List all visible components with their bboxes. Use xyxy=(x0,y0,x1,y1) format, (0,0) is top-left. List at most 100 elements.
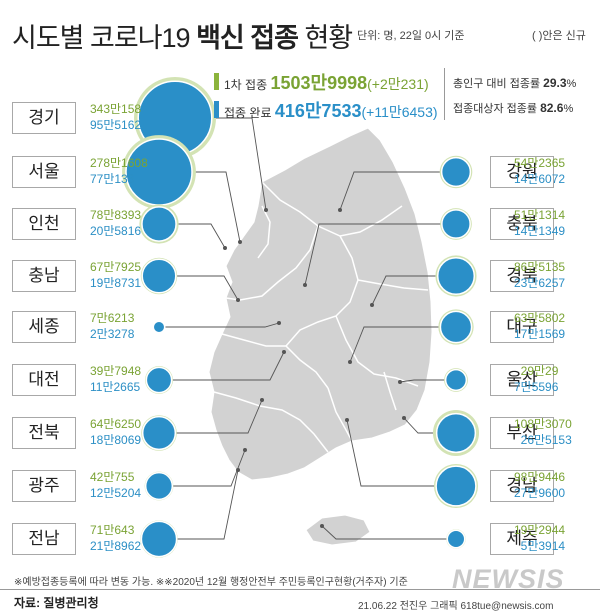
region-complete-13: 7만5596 xyxy=(514,380,559,394)
bubble-complete-6 xyxy=(141,415,177,451)
leader-lines xyxy=(162,117,451,540)
bubble-complete-14 xyxy=(435,412,477,454)
region-complete-8: 21만8962 xyxy=(90,539,142,553)
leader-line-10 xyxy=(304,223,447,286)
first-dose-value: 1503만9998 xyxy=(270,73,368,93)
region-label-7: 광주 xyxy=(12,470,76,502)
region-complete-1: 77만136 xyxy=(90,172,135,186)
region-first-5: 39만7948 xyxy=(90,364,142,378)
map-borders xyxy=(213,181,429,453)
leader-dot-2 xyxy=(223,246,227,250)
region-complete-12: 17만1569 xyxy=(514,327,566,341)
region-first-6: 64만6250 xyxy=(90,417,142,431)
leader-line-5 xyxy=(167,351,285,381)
leader-dot-15 xyxy=(345,418,349,422)
region-values-9: 54만2365 14만6072 xyxy=(514,155,565,187)
bubble-complete-3 xyxy=(141,258,177,294)
map-jeju xyxy=(305,514,371,546)
region-label-3: 충남 xyxy=(12,260,76,292)
region-first-14: 108만3070 xyxy=(514,417,572,431)
title-part1: 시도별 코로나19 xyxy=(12,23,197,53)
bubble-complete-12 xyxy=(439,310,473,344)
bubble-complete-15 xyxy=(435,465,477,507)
leader-dot-8 xyxy=(236,468,240,472)
region-first-16: 19만2944 xyxy=(514,523,566,537)
footer-divider xyxy=(0,589,600,590)
region-values-0: 343만158 95만5162 xyxy=(90,101,141,133)
region-complete-3: 19만8731 xyxy=(90,276,142,290)
region-label-9: 강원 xyxy=(490,156,554,188)
first-dose-summary: 1차 접종 1503만9998(+2만231) xyxy=(224,69,429,95)
region-first-1: 278만1608 xyxy=(90,156,148,170)
footnote: ※예방접종등록에 따라 변동 가능. ※※2020년 12월 행정안전부 주민등… xyxy=(14,577,408,588)
region-values-8: 71만643 21만8962 xyxy=(90,522,141,554)
bubble-complete-13 xyxy=(444,368,468,392)
region-values-12: 63만5802 17만1569 xyxy=(514,310,565,342)
region-values-2: 78만8393 20만5816 xyxy=(90,207,141,239)
region-values-16: 19만2944 5만3914 xyxy=(514,522,565,554)
region-first-0: 343만158 xyxy=(90,102,142,116)
region-label-10: 충북 xyxy=(490,208,554,240)
region-first-7: 42만755 xyxy=(90,470,135,484)
bubble-complete-4 xyxy=(152,320,166,334)
region-complete-16: 5만3914 xyxy=(520,539,566,553)
region-label-13: 울산 xyxy=(490,364,554,396)
leader-line-13 xyxy=(399,379,449,383)
rate-total-value: 29.3 xyxy=(543,76,567,90)
leader-line-11 xyxy=(371,275,444,306)
title-bold: 백신 접종 xyxy=(196,23,299,53)
leader-dot-4 xyxy=(277,321,281,325)
region-values-7: 42만755 12만5204 xyxy=(90,469,141,501)
region-complete-5: 11만2665 xyxy=(90,380,141,394)
newsis-logo: NEWSIS xyxy=(452,564,565,594)
bubble-complete-9 xyxy=(440,156,472,188)
region-complete-9: 14만6072 xyxy=(514,172,566,186)
leader-dot-3 xyxy=(236,298,240,302)
rate-target-value: 82.6 xyxy=(540,101,564,115)
region-first-15: 98만9446 xyxy=(514,470,566,484)
region-first-9: 54만2365 xyxy=(514,156,566,170)
unit-note: 단위: 명, 22일 0시 기준 xyxy=(357,30,465,42)
leader-line-15 xyxy=(346,419,443,487)
region-first-8: 71만643 xyxy=(90,523,135,537)
region-values-15: 98만9446 27만9600 xyxy=(514,469,565,501)
summary-divider xyxy=(444,68,445,120)
region-first-3: 67만7925 xyxy=(90,260,142,274)
region-complete-0: 95만5162 xyxy=(90,118,142,132)
region-complete-10: 14만1349 xyxy=(514,224,566,238)
leader-line-6 xyxy=(169,399,263,434)
rate-target-label: 접종대상자 접종률 xyxy=(453,103,538,115)
region-complete-14: 26만5153 xyxy=(520,433,572,447)
region-values-14: 108만3070 26만5153 xyxy=(514,416,572,448)
first-dose-label: 1차 접종 xyxy=(224,78,268,92)
region-label-6: 전북 xyxy=(12,417,76,449)
leader-line-8 xyxy=(170,469,239,540)
leader-dot-9 xyxy=(338,208,342,212)
paren-note: ( )안은 신규 xyxy=(532,30,586,42)
leader-line-1 xyxy=(181,171,241,243)
page-title: 시도별 코로나19 백신 접종 현황 xyxy=(12,16,353,55)
region-complete-6: 18만8069 xyxy=(90,433,142,447)
region-values-11: 86만5135 23만6257 xyxy=(514,259,565,291)
region-label-14: 부산 xyxy=(490,417,554,449)
region-values-5: 39만7948 11만2665 xyxy=(90,363,141,395)
leader-line-16 xyxy=(321,525,451,540)
region-first-2: 78만8393 xyxy=(90,208,142,222)
rate-total: 총인구 대비 접종률 29.3% xyxy=(453,75,576,91)
leader-line-9 xyxy=(339,171,447,211)
bubble-complete-5 xyxy=(145,366,173,394)
leader-dot-5 xyxy=(282,350,286,354)
leader-line-12 xyxy=(349,326,446,363)
region-first-12: 63만5802 xyxy=(514,311,566,325)
complete-value: 416만7533 xyxy=(274,101,362,121)
region-values-3: 67만7925 19만8731 xyxy=(90,259,141,291)
region-first-13: 29만29 xyxy=(520,364,559,378)
credit: 21.06.22 전진우 그래픽 618tue@newsis.com xyxy=(358,601,554,612)
complete-marker xyxy=(214,101,219,118)
title-part2: 현황 xyxy=(297,23,353,53)
leader-line-3 xyxy=(169,275,239,301)
complete-label: 접종 완료 xyxy=(224,106,272,120)
map-mainland xyxy=(208,127,433,481)
region-complete-7: 12만5204 xyxy=(90,486,142,500)
